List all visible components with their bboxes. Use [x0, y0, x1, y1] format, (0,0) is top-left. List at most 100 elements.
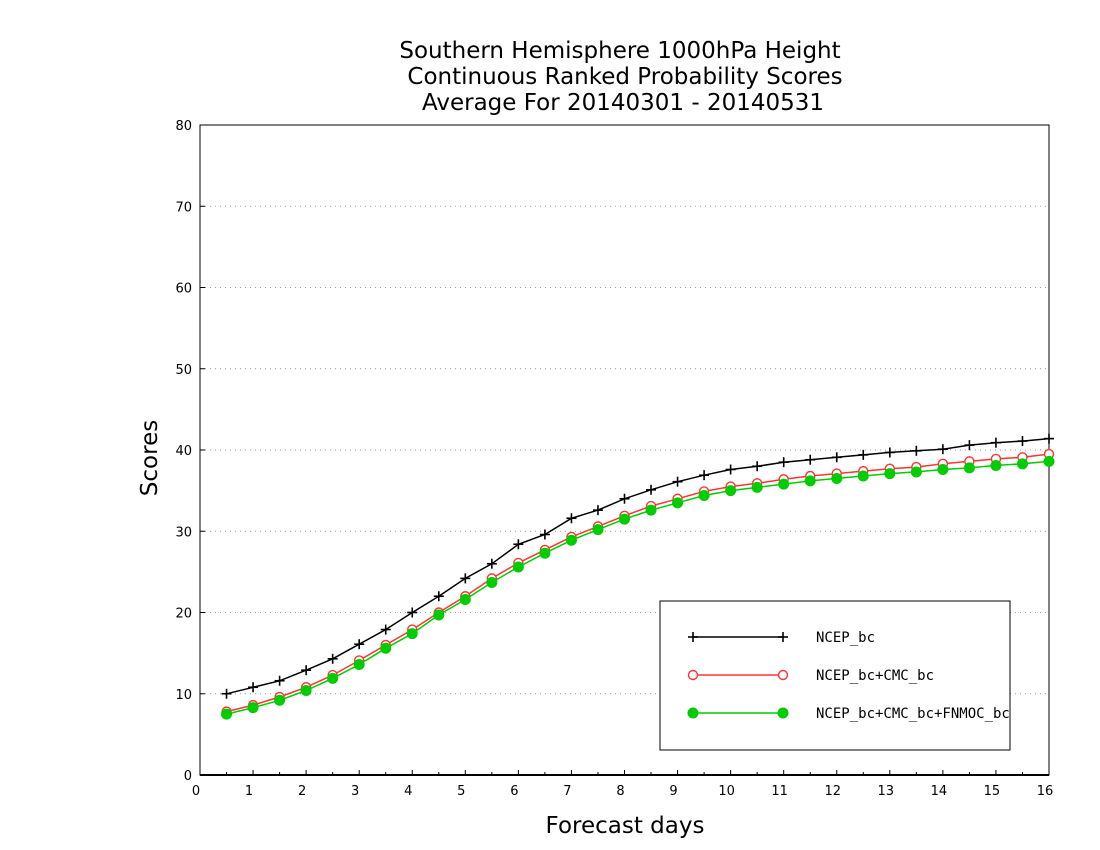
- series-0: [221, 433, 1054, 699]
- series-2-point-28: [963, 462, 975, 474]
- series-0-point-20: [752, 461, 763, 472]
- y-tick-label-5: 50: [175, 363, 192, 378]
- series-0-point-26: [911, 445, 922, 456]
- series-2-point-31: [1043, 455, 1055, 467]
- series-0-point-7: [407, 607, 418, 618]
- series-2-point-2: [274, 694, 286, 706]
- series-2-point-9: [459, 594, 471, 605]
- x-tick-label-10: 10: [718, 784, 735, 799]
- series-0-point-25: [884, 447, 895, 458]
- y-tick-label-0: 0: [184, 769, 192, 784]
- series-0-point-0: [221, 688, 232, 699]
- series-0-point-22: [805, 454, 816, 465]
- series-0-point-1: [248, 682, 259, 693]
- y-tick-label-7: 70: [175, 200, 192, 215]
- series-2-point-19: [725, 485, 737, 497]
- series-0-point-3: [301, 665, 312, 676]
- series-0-point-6: [380, 624, 391, 635]
- chart-title-line-2: Continuous Ranked Probability Scores: [407, 64, 842, 90]
- series-0-point-8: [433, 591, 444, 602]
- series-0-point-17: [672, 476, 683, 487]
- x-tick-label-12: 12: [824, 784, 841, 799]
- legend-item-0: NCEP_bc: [688, 630, 875, 646]
- series-2-point-3: [300, 685, 312, 696]
- series-2-point-24: [857, 470, 869, 482]
- series-2-point-15: [619, 513, 630, 525]
- series-2: [221, 455, 1055, 720]
- x-tick-label-14: 14: [931, 784, 948, 799]
- series-0-point-15: [619, 493, 630, 504]
- legend-marker-2-b: [777, 707, 789, 719]
- series-2-point-25: [884, 468, 896, 480]
- series-0-point-11: [513, 539, 524, 550]
- y-tick-label-6: 60: [175, 282, 192, 297]
- x-tick-label-11: 11: [771, 784, 788, 799]
- y-tick-label-2: 20: [175, 607, 192, 622]
- x-tick-label-7: 7: [563, 784, 571, 799]
- series-0-point-24: [858, 449, 869, 460]
- series-2-point-11: [512, 561, 524, 573]
- series-0-point-31: [1044, 433, 1054, 444]
- series-2-point-21: [778, 478, 790, 490]
- y-tick-label-3: 30: [175, 525, 192, 540]
- y-tick-label-4: 40: [175, 444, 192, 459]
- series-2-point-1: [247, 702, 259, 714]
- legend: NCEP_bc NCEP_bc+CMC_bc NCEP_bc+CMC_bc+FNMO…: [659, 600, 1011, 751]
- series-2-point-22: [804, 475, 816, 487]
- legend-marker-0-b: [778, 632, 788, 642]
- legend-marker-1-a: [687, 669, 699, 681]
- series-2-point-13: [565, 534, 577, 546]
- series-2-point-10: [486, 576, 498, 588]
- chart-title-line-3: Average For 20140301 - 20140531: [422, 90, 824, 116]
- series-0-point-23: [831, 452, 842, 463]
- x-tick-label-8: 8: [616, 784, 624, 799]
- legend-marker-1-b: [777, 669, 789, 681]
- series-layer: [221, 433, 1055, 720]
- series-0-point-4: [327, 653, 338, 664]
- series-2-point-23: [831, 472, 843, 484]
- series-2-point-20: [751, 481, 763, 493]
- x-tick-label-0: 0: [192, 784, 200, 799]
- series-0-point-10: [486, 558, 497, 569]
- series-2-point-14: [592, 524, 604, 536]
- x-tick-label-4: 4: [404, 784, 412, 799]
- x-tick-label-6: 6: [510, 784, 518, 799]
- series-2-point-5: [353, 659, 365, 670]
- x-axis-label: Forecast days: [546, 813, 705, 839]
- series-2-point-18: [698, 490, 710, 501]
- series-2-point-27: [937, 464, 949, 475]
- series-2-point-8: [433, 609, 445, 621]
- x-tick-label-15: 15: [984, 784, 1001, 799]
- x-tick-label-5: 5: [457, 784, 465, 799]
- x-tick-label-16: 16: [1037, 784, 1054, 799]
- y-axis-label: Scores: [137, 420, 163, 496]
- series-2-point-26: [910, 466, 922, 478]
- series-0-point-30: [1017, 436, 1028, 447]
- series-2-point-30: [1016, 458, 1028, 470]
- x-tick-label-9: 9: [669, 784, 677, 799]
- series-2-point-4: [327, 672, 339, 684]
- series-0-point-27: [937, 444, 948, 455]
- legend-label-2: NCEP_bc+CMC_bc+FNMOC_bc: [816, 706, 1010, 722]
- series-2-point-29: [990, 459, 1002, 471]
- legend-label-0: NCEP_bc: [816, 630, 875, 646]
- series-0-point-5: [354, 639, 365, 650]
- series-2-point-16: [645, 504, 657, 516]
- series-2-point-12: [539, 547, 551, 559]
- x-tick-label-2: 2: [298, 784, 306, 799]
- x-tick-label-1: 1: [245, 784, 253, 799]
- series-0-point-13: [566, 513, 577, 524]
- series-0-point-19: [725, 464, 736, 475]
- series-0-point-16: [646, 484, 657, 495]
- legend-item-2: NCEP_bc+CMC_bc+FNMOC_bc: [687, 706, 1010, 722]
- legend-marker-2-a: [687, 707, 699, 719]
- x-tick-label-13: 13: [878, 784, 895, 799]
- legend-label-1: NCEP_bc+CMC_bc: [816, 668, 934, 684]
- legend-marker-0-a: [688, 632, 698, 642]
- series-2-point-17: [672, 497, 684, 509]
- series-0-point-12: [539, 529, 550, 540]
- series-0-point-9: [460, 573, 471, 584]
- x-tick-label-3: 3: [351, 784, 359, 799]
- legend-item-1: NCEP_bc+CMC_bc: [687, 668, 934, 684]
